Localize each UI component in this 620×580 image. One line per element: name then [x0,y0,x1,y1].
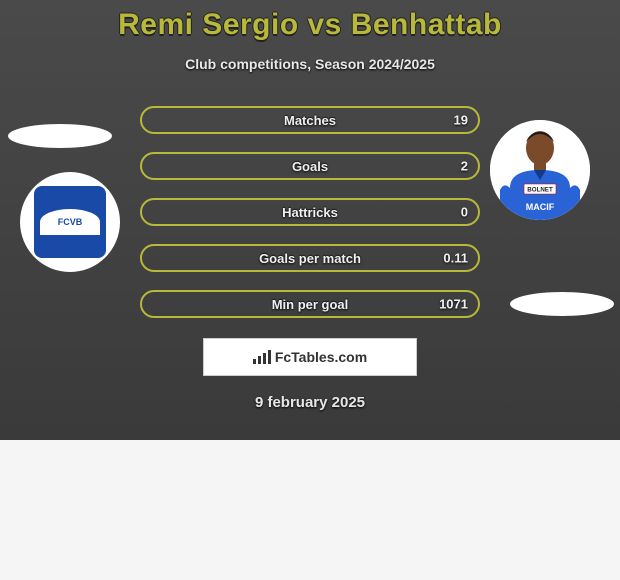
club-badge-left: FCVB [20,172,120,272]
bar-chart-icon [253,350,271,364]
club-badge-right-placeholder [510,292,614,316]
stat-label: Hattricks [282,205,338,220]
brand-box[interactable]: FcTables.com [203,338,417,376]
stat-row: Min per goal 1071 [140,290,480,318]
subtitle: Club competitions, Season 2024/2025 [0,56,620,72]
stat-value-right: 2 [461,159,468,174]
stat-value-right: 0 [461,205,468,220]
club-badge-shield: FCVB [34,186,106,258]
brand-text: FcTables.com [275,349,367,365]
stat-label: Min per goal [272,297,349,312]
player-right-photo: BOLNET MACIF [490,120,590,220]
stat-value-right: 1071 [439,297,468,312]
kit-sponsor-top: BOLNET [527,187,553,194]
stat-label: Goals [292,159,328,174]
kit-sponsor-bottom: MACIF [526,202,555,212]
player-left-placeholder [8,124,112,148]
page-title: Remi Sergio vs Benhattab [0,8,620,42]
date-text: 9 february 2025 [0,394,620,411]
stat-row: Matches 19 [140,106,480,134]
club-badge-text: FCVB [40,209,100,235]
stat-label: Goals per match [259,251,361,266]
stat-row: Goals per match 0.11 [140,244,480,272]
stat-label: Matches [284,113,336,128]
stat-row: Goals 2 [140,152,480,180]
stat-row: Hattricks 0 [140,198,480,226]
stat-value-right: 19 [454,113,468,128]
player-avatar-icon: BOLNET MACIF [490,120,590,220]
comparison-card: Remi Sergio vs Benhattab Club competitio… [0,0,620,440]
stat-value-right: 0.11 [443,251,468,266]
